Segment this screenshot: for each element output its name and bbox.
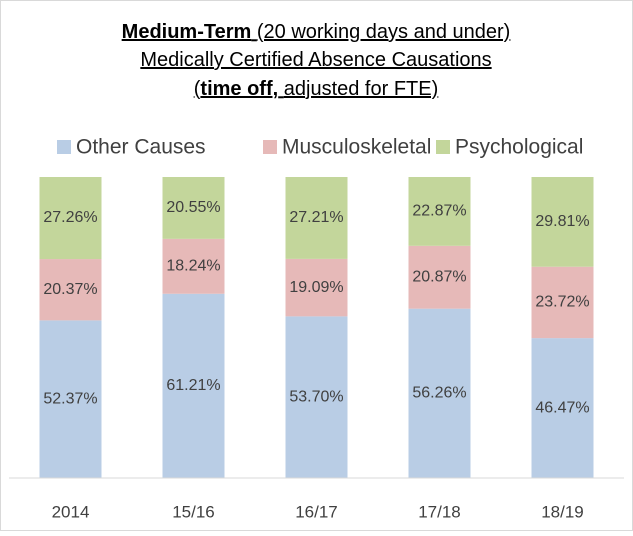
bar-segment <box>39 320 102 478</box>
bar-segment <box>39 177 102 260</box>
legend-swatch <box>436 140 450 154</box>
title-line: (time off, adjusted for FTE) <box>194 78 439 100</box>
legend-swatch <box>263 140 277 154</box>
title-run: Medically Certified Absence Causations <box>140 49 491 71</box>
bar-segment <box>285 316 348 478</box>
data-label: 56.26% <box>412 385 466 402</box>
data-label: 52.37% <box>43 390 97 407</box>
x-tick-label: 17/18 <box>418 502 461 521</box>
data-label: 27.21% <box>289 209 343 226</box>
bar-segment <box>162 177 225 239</box>
legend-label: Other Causes <box>76 136 206 159</box>
bar-segment <box>408 308 471 478</box>
title-line: Medically Certified Absence Causations <box>140 49 491 71</box>
bar-segment <box>531 266 594 339</box>
legend-swatch <box>57 140 71 154</box>
x-tick-label: 16/17 <box>295 502 338 521</box>
bar-segment <box>285 177 348 259</box>
data-label: 22.87% <box>412 203 466 220</box>
x-tick-label: 18/19 <box>541 502 584 521</box>
data-label: 46.47% <box>535 399 589 416</box>
x-tick-label: 15/16 <box>172 502 215 521</box>
bar-segment <box>39 259 102 321</box>
title-run: time off, <box>200 78 278 100</box>
bar-segment <box>162 293 225 478</box>
bar-segment <box>531 338 594 478</box>
data-label: 29.81% <box>535 213 589 230</box>
data-label: 19.09% <box>289 279 343 296</box>
data-label: 53.70% <box>289 388 343 405</box>
data-label: 61.21% <box>166 377 220 394</box>
bar-segment <box>285 258 348 317</box>
x-tick-label: 2014 <box>52 502 90 521</box>
title-run: (20 working days and under) <box>257 21 510 43</box>
title-run: adjusted for FTE) <box>284 78 439 100</box>
data-label: 23.72% <box>535 294 589 311</box>
title-run: Medium-Term <box>122 21 252 43</box>
title-run: ( <box>194 78 201 100</box>
data-label: 18.24% <box>166 258 220 275</box>
data-label: 20.37% <box>43 281 97 298</box>
data-label: 20.55% <box>166 199 220 216</box>
bar-segment <box>408 245 471 309</box>
bar-segment <box>408 177 471 246</box>
data-label: 20.87% <box>412 268 466 285</box>
data-label: 27.26% <box>43 209 97 226</box>
bar-segment <box>531 177 594 267</box>
title-line: Medium-Term (20 working days and under) <box>122 21 511 43</box>
legend-label: Psychological <box>455 136 583 159</box>
legend-label: Musculoskeletal <box>282 136 431 159</box>
bar-segment <box>162 238 225 294</box>
